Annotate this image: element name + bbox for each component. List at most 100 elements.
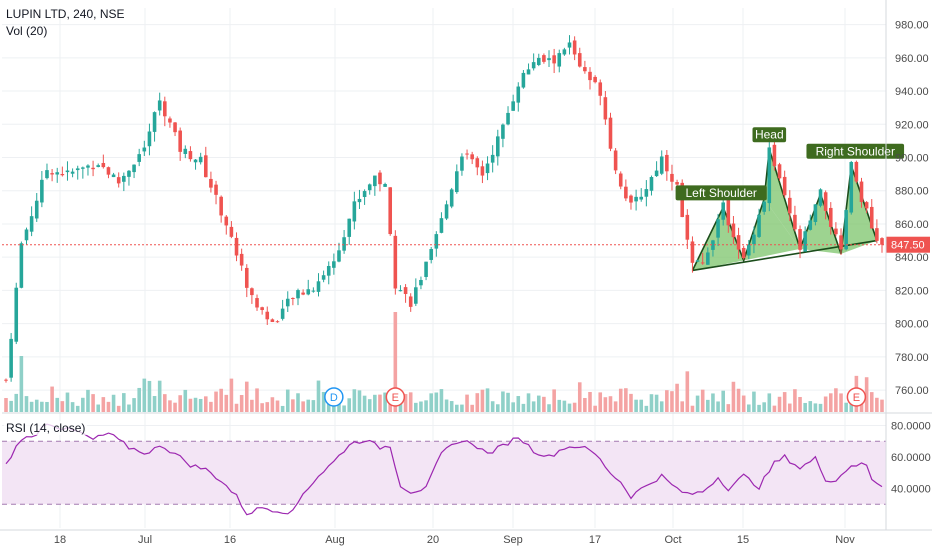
price-tick-label-5: 860.00 xyxy=(895,219,929,231)
volume-bar-128 xyxy=(659,401,664,412)
volume-bar-100 xyxy=(516,396,521,412)
candle-body-50 xyxy=(260,307,264,311)
candle-body-48 xyxy=(250,288,254,296)
candle-body-146 xyxy=(752,234,756,245)
volume-bar-168 xyxy=(864,377,869,412)
volume-bar-43 xyxy=(224,394,229,412)
volume-label[interactable]: Vol (20) xyxy=(6,24,48,38)
volume-bar-159 xyxy=(818,403,823,412)
candle-body-57 xyxy=(296,290,300,299)
volume-bar-64 xyxy=(332,402,336,412)
volume-bar-21 xyxy=(111,394,116,412)
volume-bar-110 xyxy=(567,403,572,412)
candle-body-101 xyxy=(521,72,526,88)
candle-body-74 xyxy=(383,184,387,187)
volume-bar-56 xyxy=(291,399,295,412)
volume-bar-137 xyxy=(706,399,710,412)
volume-bar-29 xyxy=(152,396,157,412)
pattern-labels: Left Shoulder Head Right Shoulder xyxy=(675,127,905,201)
candle-body-34 xyxy=(178,130,182,152)
candle-body-100 xyxy=(516,86,521,103)
candle-body-108 xyxy=(557,53,562,67)
volume-bar-9 xyxy=(50,386,54,412)
candle-body-21 xyxy=(111,174,116,178)
candle-body-153 xyxy=(787,197,792,214)
volume-bar-98 xyxy=(506,392,510,412)
volume-bar-23 xyxy=(122,393,126,412)
price-candles[interactable] xyxy=(4,35,884,383)
volume-bar-145 xyxy=(747,404,751,412)
candle-body-6 xyxy=(34,200,39,219)
candle-body-32 xyxy=(168,118,172,123)
volume-bar-105 xyxy=(542,396,546,412)
rsi-tick-label-2: 80.0000 xyxy=(891,420,931,432)
candle-body-42 xyxy=(219,196,223,216)
last-price-label: 847.50 xyxy=(891,240,925,252)
candle-body-0 xyxy=(4,379,8,381)
volume-bar-69 xyxy=(357,390,362,412)
volume-bar-37 xyxy=(193,397,198,412)
volume-bar-72 xyxy=(373,394,377,412)
candle-body-150 xyxy=(772,144,777,166)
candle-body-128 xyxy=(659,156,664,174)
candle-body-47 xyxy=(244,267,249,288)
candle-body-8 xyxy=(45,170,49,179)
candle-body-160 xyxy=(823,192,828,211)
volume-bar-141 xyxy=(726,404,731,412)
symbol-title[interactable]: LUPIN LTD, 240, NSE xyxy=(6,7,125,21)
event-marker-0[interactable] xyxy=(324,387,344,407)
candle-body-130 xyxy=(670,173,674,182)
candle-body-92 xyxy=(475,158,480,168)
volume-bar-109 xyxy=(562,400,567,412)
candle-body-91 xyxy=(470,154,474,160)
rsi-label[interactable]: RSI (14, close) xyxy=(4,421,88,435)
rsi-band-fill xyxy=(2,441,886,505)
candle-body-23 xyxy=(122,175,126,182)
volume-bar-158 xyxy=(813,403,818,412)
candle-body-105 xyxy=(542,55,546,62)
event-marker-2[interactable] xyxy=(846,387,867,407)
event-marker-label-2: E xyxy=(853,392,860,404)
candle-body-3 xyxy=(19,243,24,288)
candle-body-110 xyxy=(567,42,572,48)
time-axis[interactable]: 18 Jul 16 Aug 20 Sep 17 Oct 15 Nov xyxy=(54,534,855,546)
candle-body-157 xyxy=(808,220,813,230)
candle-body-81 xyxy=(419,279,423,286)
volume-bar-49 xyxy=(255,388,259,412)
candle-body-117 xyxy=(603,97,608,120)
price-axis[interactable]: 760.00 780.00 800.00 820.00 840.00 860.00 880.… xyxy=(0,0,932,531)
volume-bar-71 xyxy=(367,399,372,412)
candle-body-2 xyxy=(14,287,19,342)
candle-body-35 xyxy=(183,148,188,154)
candle-body-29 xyxy=(152,112,157,132)
volume-bar-24 xyxy=(127,404,131,412)
candle-body-107 xyxy=(552,55,556,64)
candle-body-120 xyxy=(618,173,623,187)
candle-body-147 xyxy=(757,214,761,237)
candle-body-171 xyxy=(880,238,884,245)
volume-bar-18 xyxy=(96,404,101,412)
candle-body-145 xyxy=(747,244,751,256)
time-tick-label-6: 17 xyxy=(589,534,601,546)
volume-bar-113 xyxy=(583,397,587,412)
volume-bar-78 xyxy=(403,394,408,412)
candle-body-141 xyxy=(726,199,731,226)
candle-body-58 xyxy=(301,292,305,295)
volume-bar-161 xyxy=(828,393,833,412)
candle-body-46 xyxy=(239,253,244,266)
candle-body-137 xyxy=(706,252,710,265)
candle-body-98 xyxy=(506,112,510,125)
volume-bar-120 xyxy=(618,388,623,412)
volume-bar-8 xyxy=(45,401,49,412)
volume-bar-81 xyxy=(419,401,423,412)
right-shoulder-label: Right Shoulder xyxy=(816,144,895,158)
volume-bar-89 xyxy=(460,404,464,412)
candle-body-19 xyxy=(101,162,106,168)
candle-body-16 xyxy=(86,165,90,168)
volume-bar-33 xyxy=(173,402,177,412)
event-marker-1[interactable] xyxy=(385,387,406,407)
volume-bar-16 xyxy=(86,389,90,412)
volume-bar-102 xyxy=(526,393,531,412)
